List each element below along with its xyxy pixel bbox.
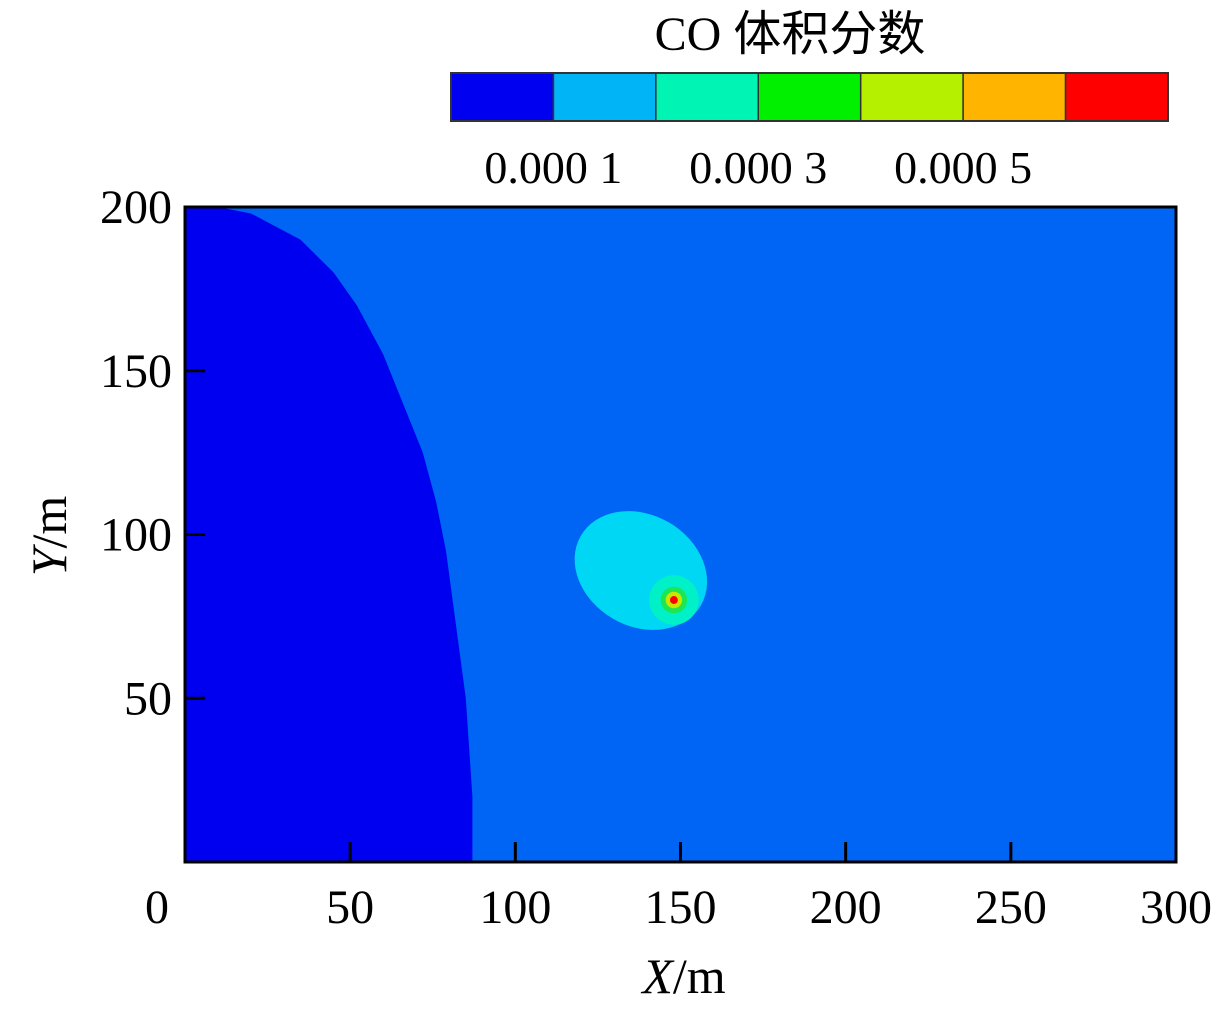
x-tick-label: 100 bbox=[479, 881, 551, 934]
x-tick-label: 300 bbox=[1140, 881, 1212, 934]
x-tick-label: 200 bbox=[810, 881, 882, 934]
colorbar-swatch bbox=[450, 72, 555, 122]
low-concentration-region bbox=[185, 207, 473, 862]
colorbar-title: CO 体积分数 bbox=[655, 8, 926, 61]
x-axis-unit: /m bbox=[673, 948, 726, 1004]
x-axis: 0 50 100 150 200 250 300 bbox=[145, 842, 1212, 934]
x-axis-title: X/m bbox=[640, 948, 725, 1004]
colorbar-label: 0.000 3 bbox=[689, 142, 827, 193]
colorbar-frame bbox=[450, 72, 1169, 122]
colorbar-swatch bbox=[655, 72, 760, 122]
y-tick-label: 200 bbox=[100, 181, 172, 234]
y-axis-var: Y bbox=[21, 543, 77, 576]
colorbar-label: 0.000 5 bbox=[894, 142, 1032, 193]
y-axis-title: Y/m bbox=[21, 496, 77, 577]
colorbar-swatch bbox=[859, 72, 964, 122]
x-tick-label: 150 bbox=[645, 881, 717, 934]
x-axis-var: X bbox=[640, 948, 675, 1004]
y-tick-label: 150 bbox=[100, 345, 172, 398]
colorbar-labels: 0.000 1 0.000 3 0.000 5 bbox=[484, 142, 1032, 193]
colorbar bbox=[450, 72, 1169, 122]
y-axis-unit: /m bbox=[21, 496, 77, 549]
y-tick-label: 50 bbox=[124, 672, 172, 725]
y-tick-label: 100 bbox=[100, 509, 172, 562]
colorbar-swatch bbox=[757, 72, 862, 122]
colorbar-label: 0.000 1 bbox=[484, 142, 622, 193]
x-tick-label: 250 bbox=[975, 881, 1047, 934]
concentration-field bbox=[185, 207, 1176, 862]
y-axis: 50 100 150 200 bbox=[100, 181, 205, 725]
colorbar-swatch bbox=[1064, 72, 1169, 122]
source-ring-3 bbox=[669, 596, 678, 604]
x-tick-label: 50 bbox=[326, 881, 374, 934]
x-tick-label: 0 bbox=[145, 881, 169, 934]
colorbar-swatch bbox=[962, 72, 1067, 122]
colorbar-swatch bbox=[552, 72, 657, 122]
